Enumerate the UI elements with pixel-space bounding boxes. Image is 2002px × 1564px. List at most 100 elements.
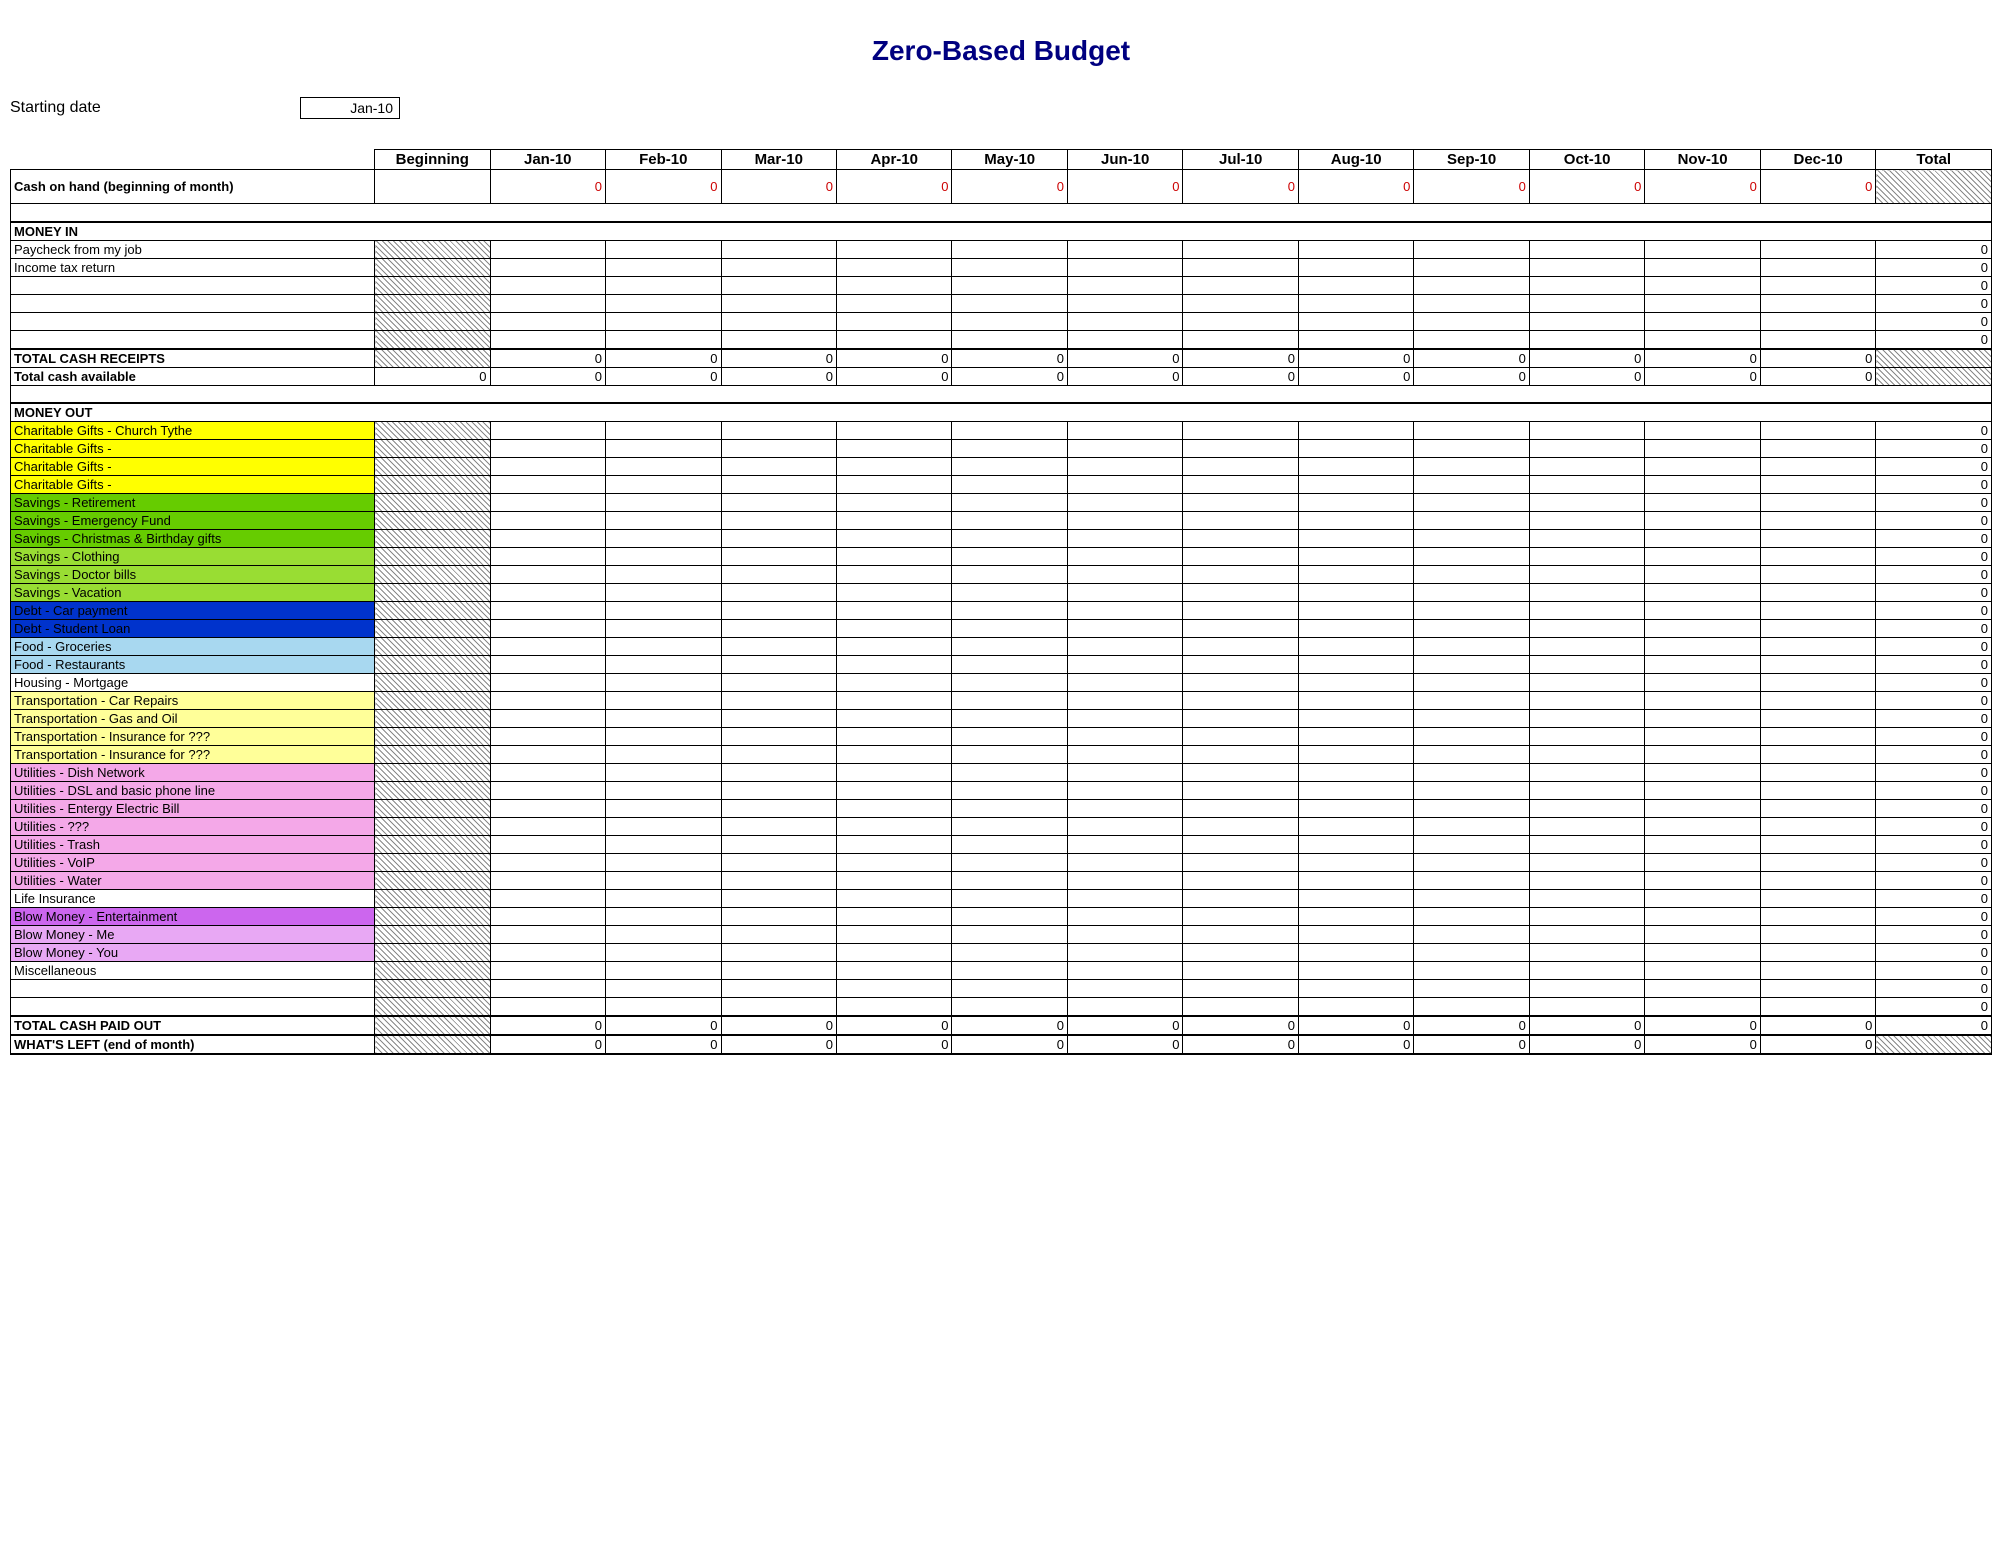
- cell[interactable]: [721, 458, 836, 476]
- cell[interactable]: [606, 746, 721, 764]
- cell[interactable]: [490, 872, 605, 890]
- cell[interactable]: [1298, 710, 1413, 728]
- cell[interactable]: [721, 764, 836, 782]
- cell[interactable]: [1067, 710, 1182, 728]
- cell[interactable]: [490, 258, 605, 276]
- cell[interactable]: [1645, 312, 1760, 330]
- cell[interactable]: [490, 710, 605, 728]
- cell[interactable]: [1876, 170, 1992, 204]
- cell[interactable]: [952, 998, 1067, 1017]
- cell[interactable]: [1298, 782, 1413, 800]
- cell[interactable]: [606, 584, 721, 602]
- cell[interactable]: 0: [836, 170, 951, 204]
- cell[interactable]: [721, 240, 836, 258]
- cell[interactable]: [836, 710, 951, 728]
- cell[interactable]: [1067, 458, 1182, 476]
- cell[interactable]: [836, 782, 951, 800]
- cell[interactable]: [1760, 908, 1875, 926]
- cell[interactable]: [1183, 926, 1298, 944]
- cell[interactable]: [1645, 294, 1760, 312]
- cell[interactable]: [1183, 476, 1298, 494]
- cell[interactable]: [1645, 764, 1760, 782]
- cell[interactable]: [1298, 276, 1413, 294]
- cell[interactable]: [952, 240, 1067, 258]
- cell[interactable]: [836, 476, 951, 494]
- cell[interactable]: [1067, 800, 1182, 818]
- cell[interactable]: [606, 656, 721, 674]
- row-label[interactable]: Food - Groceries: [11, 638, 375, 656]
- cell[interactable]: [952, 890, 1067, 908]
- cell[interactable]: 0: [606, 170, 721, 204]
- cell[interactable]: [1645, 512, 1760, 530]
- cell[interactable]: [1414, 962, 1529, 980]
- cell[interactable]: [606, 294, 721, 312]
- cell[interactable]: [1414, 728, 1529, 746]
- cell[interactable]: [952, 258, 1067, 276]
- cell[interactable]: [836, 458, 951, 476]
- cell[interactable]: [1760, 494, 1875, 512]
- cell[interactable]: [1183, 494, 1298, 512]
- cell[interactable]: [836, 764, 951, 782]
- cell[interactable]: [1067, 944, 1182, 962]
- cell[interactable]: [952, 944, 1067, 962]
- cell[interactable]: [1067, 566, 1182, 584]
- cell[interactable]: [490, 294, 605, 312]
- cell[interactable]: [490, 980, 605, 998]
- cell[interactable]: [606, 800, 721, 818]
- row-label[interactable]: Savings - Emergency Fund: [11, 512, 375, 530]
- cell[interactable]: [952, 746, 1067, 764]
- cell[interactable]: [952, 692, 1067, 710]
- cell[interactable]: [1298, 602, 1413, 620]
- cell[interactable]: [490, 926, 605, 944]
- cell[interactable]: [1529, 818, 1644, 836]
- cell[interactable]: [1298, 512, 1413, 530]
- cell[interactable]: [1529, 692, 1644, 710]
- cell[interactable]: [1183, 746, 1298, 764]
- row-label[interactable]: [11, 330, 375, 349]
- cell[interactable]: [1298, 998, 1413, 1017]
- cell[interactable]: [490, 962, 605, 980]
- cell[interactable]: [952, 294, 1067, 312]
- cell[interactable]: [1183, 674, 1298, 692]
- cell[interactable]: [1529, 312, 1644, 330]
- cell[interactable]: [1645, 728, 1760, 746]
- row-label[interactable]: Debt - Car payment: [11, 602, 375, 620]
- cell[interactable]: [1067, 620, 1182, 638]
- cell[interactable]: [1183, 620, 1298, 638]
- cell[interactable]: 0: [721, 170, 836, 204]
- row-label[interactable]: Savings - Christmas & Birthday gifts: [11, 530, 375, 548]
- cell[interactable]: [1760, 782, 1875, 800]
- row-label[interactable]: Savings - Retirement: [11, 494, 375, 512]
- cell[interactable]: [1529, 764, 1644, 782]
- cell[interactable]: [1760, 548, 1875, 566]
- cell[interactable]: [490, 818, 605, 836]
- cell[interactable]: [721, 494, 836, 512]
- cell[interactable]: [1414, 656, 1529, 674]
- cell[interactable]: [1529, 258, 1644, 276]
- cell[interactable]: [836, 584, 951, 602]
- cell[interactable]: [1298, 746, 1413, 764]
- cell[interactable]: [490, 240, 605, 258]
- cell[interactable]: [1183, 240, 1298, 258]
- cell[interactable]: [1645, 584, 1760, 602]
- cell[interactable]: [1414, 800, 1529, 818]
- cell[interactable]: [1183, 818, 1298, 836]
- cell[interactable]: [721, 512, 836, 530]
- cell[interactable]: [606, 980, 721, 998]
- cell[interactable]: [490, 602, 605, 620]
- cell[interactable]: [1760, 926, 1875, 944]
- cell[interactable]: [952, 926, 1067, 944]
- cell[interactable]: [1414, 998, 1529, 1017]
- cell[interactable]: [1183, 656, 1298, 674]
- cell[interactable]: [721, 692, 836, 710]
- cell[interactable]: [1298, 818, 1413, 836]
- cell[interactable]: [606, 674, 721, 692]
- cell[interactable]: [1067, 240, 1182, 258]
- cell[interactable]: [1183, 638, 1298, 656]
- cell[interactable]: [1414, 602, 1529, 620]
- cell[interactable]: [1414, 422, 1529, 440]
- cell[interactable]: [1645, 944, 1760, 962]
- cell[interactable]: [1067, 728, 1182, 746]
- cell[interactable]: [490, 782, 605, 800]
- cell[interactable]: [721, 548, 836, 566]
